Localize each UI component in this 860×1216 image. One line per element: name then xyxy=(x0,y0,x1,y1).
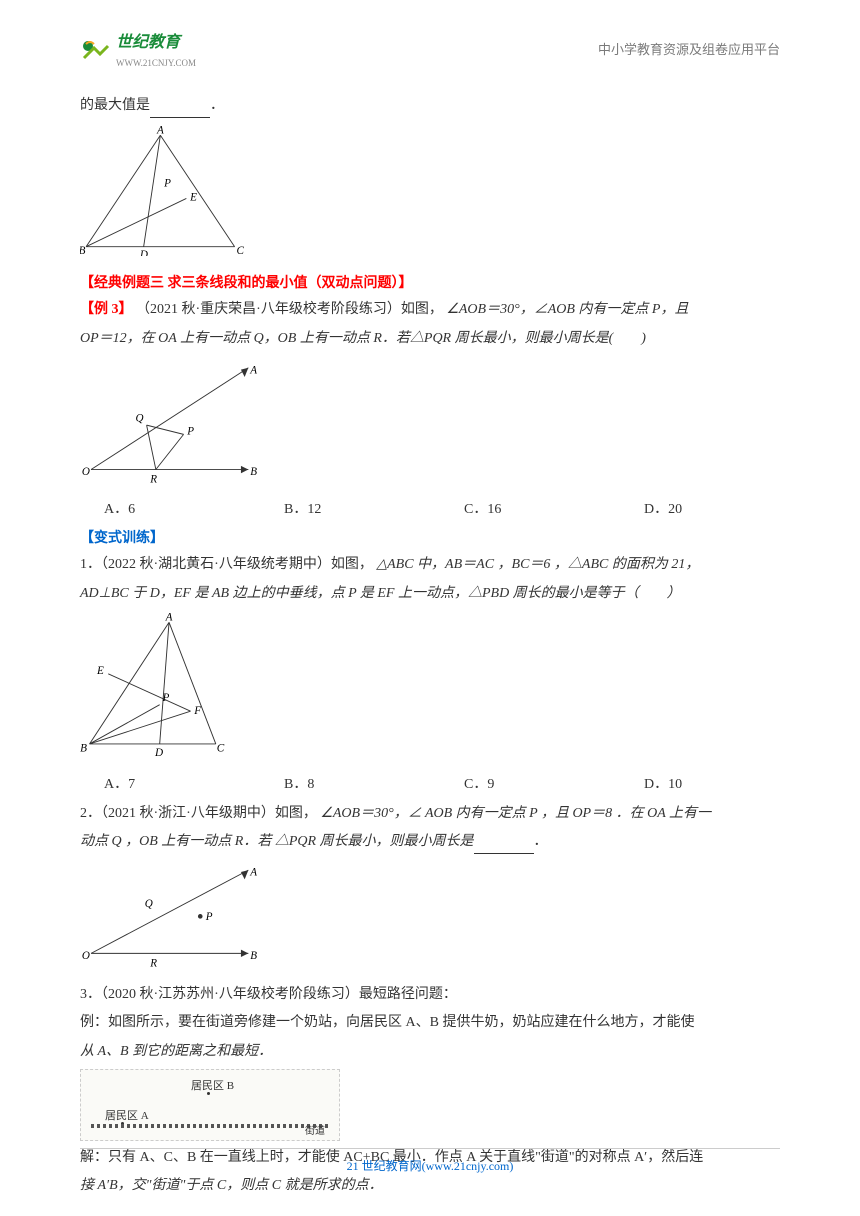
svg-text:E: E xyxy=(96,665,104,677)
svg-text:P: P xyxy=(205,912,213,924)
document-body: 的最大值是 ． A B C D P E 【经典例题三 求三条线段和的最小值（双动… xyxy=(80,95,780,1198)
var-q3-sol2: 接 A′B，交"街道"于点 C，则点 C 就是所求的点． xyxy=(80,1175,780,1197)
svg-text:B: B xyxy=(250,950,257,962)
example-3-options: A．6 B．12 C．16 D．20 xyxy=(80,499,780,521)
var-q3-line1: 例：如图所示，要在街道旁修建一个奶站，向居民区 A、B 提供牛奶，奶站应建在什么… xyxy=(80,1012,780,1034)
var-q1-body2: AD⊥BC 于 D，EF 是 AB 边上的中垂线，点 P 是 EF 上一动点，△… xyxy=(80,583,780,605)
q1-option-b: B．8 xyxy=(284,774,364,796)
svg-text:P: P xyxy=(161,692,169,704)
svg-text:P: P xyxy=(163,178,171,190)
option-c: C．16 xyxy=(464,499,544,521)
svg-text:R: R xyxy=(149,958,157,968)
var-q1-source: 1．（2022 秋·湖北黄石·八年级统考期中）如图， xyxy=(80,557,373,572)
page-footer: 21 世纪教育网(www.21cnjy.com) xyxy=(80,1148,780,1176)
option-b: B．12 xyxy=(284,499,364,521)
street-label-b: 居民区 B xyxy=(191,1078,234,1096)
figure-2: O A B P Q R xyxy=(80,358,780,491)
variation-title: 【变式训练】 xyxy=(80,528,780,550)
example-3: 【例 3】 （2021 秋·重庆荣昌·八年级校考阶段练习）如图， ∠AOB＝30… xyxy=(80,299,780,321)
figure-3: A B C D E F P xyxy=(80,613,780,766)
svg-text:B: B xyxy=(80,246,86,257)
svg-text:D: D xyxy=(139,249,148,256)
svg-text:O: O xyxy=(82,950,90,962)
var-q1-line1: 1．（2022 秋·湖北黄石·八年级统考期中）如图， △ABC 中，AB＝AC … xyxy=(80,554,780,576)
svg-text:F: F xyxy=(193,705,201,717)
svg-text:A: A xyxy=(249,867,257,879)
var-q3-line2: 从 A、B 到它的距离之和最短． xyxy=(80,1041,780,1063)
svg-text:C: C xyxy=(237,246,245,257)
street-line xyxy=(91,1124,329,1128)
svg-text:Q: Q xyxy=(136,412,144,424)
q1-option-d: D．10 xyxy=(644,774,724,796)
street-label-a: 居民区 A xyxy=(105,1108,149,1126)
example-3-body2: OP＝12，在 OA 上有一动点 Q，OB 上有一动点 R．若△PQR 周长最小… xyxy=(80,328,780,350)
var-q3-source: 3．（2020 秋·江苏苏州·八年级校考阶段练习）最短路径问题： xyxy=(80,984,780,1006)
svg-text:A: A xyxy=(165,613,173,623)
section-3-title: 【经典例题三 求三条线段和的最小值（双动点问题）】 xyxy=(80,273,780,295)
logo-domain: WWW.21CNJY.COM xyxy=(116,56,196,70)
svg-text:B: B xyxy=(250,466,257,478)
example-3-source: （2021 秋·重庆荣昌·八年级校考阶段练习）如图， xyxy=(136,302,443,317)
q1-option-a: A．7 xyxy=(104,774,184,796)
svg-text:R: R xyxy=(149,473,157,483)
svg-text:B: B xyxy=(80,742,87,754)
var-q2-line1: 2．（2021 秋·浙江·八年级期中）如图， ∠AOB＝30°，∠ AOB 内有… xyxy=(80,803,780,825)
var-q1-options: A．7 B．8 C．9 D．10 xyxy=(80,774,780,796)
var-q2-blank xyxy=(474,831,534,854)
option-d: D．20 xyxy=(644,499,724,521)
option-a: A．6 xyxy=(104,499,184,521)
street-diagram: 居民区 B 居民区 A 街道 xyxy=(80,1069,340,1141)
example-3-body1: ∠AOB＝30°，∠AOB 内有一定点 P，且 xyxy=(446,302,688,317)
intro-line: 的最大值是 ． xyxy=(80,95,780,118)
svg-text:E: E xyxy=(189,192,197,204)
var-q1-body1: △ABC 中，AB＝AC ，BC＝6 ，△ABC 的面积为 21， xyxy=(376,557,699,572)
var-q2-source: 2．（2021 秋·浙江·八年级期中）如图， xyxy=(80,806,317,821)
street-label-road: 街道 xyxy=(305,1124,325,1140)
var-q2-body2: 动点 Q ，OB 上有一动点 R．若 △PQR 周长最小，则最小周长是 xyxy=(80,834,474,849)
page-header: 世纪教育 WWW.21CNJY.COM 中小学教育资源及组卷应用平台 xyxy=(80,30,780,70)
header-right-text: 中小学教育资源及组卷应用平台 xyxy=(598,40,780,61)
intro-prefix: 的最大值是 xyxy=(80,98,150,113)
logo-text: 世纪教育 xyxy=(116,30,196,56)
logo: 世纪教育 WWW.21CNJY.COM xyxy=(80,30,196,70)
var-q2-body1: ∠AOB＝30°，∠ AOB 内有一定点 P ，且 OP＝8 ．在 OA 上有一 xyxy=(320,806,711,821)
svg-text:O: O xyxy=(82,466,90,478)
logo-text-wrap: 世纪教育 WWW.21CNJY.COM xyxy=(116,30,196,70)
svg-text:C: C xyxy=(217,742,225,754)
example-3-label: 【例 3】 xyxy=(80,302,133,317)
logo-icon xyxy=(80,38,112,62)
var-q2-line2: 动点 Q ，OB 上有一动点 R．若 △PQR 周长最小，则最小周长是 ． xyxy=(80,831,780,854)
figure-1: A B C D P E xyxy=(80,126,780,264)
svg-text:P: P xyxy=(186,425,194,437)
svg-text:Q: Q xyxy=(145,899,153,911)
figure-4: O A B P Q R xyxy=(80,862,780,975)
svg-text:D: D xyxy=(154,747,163,758)
svg-text:A: A xyxy=(249,364,257,376)
q1-option-c: C．9 xyxy=(464,774,544,796)
intro-blank xyxy=(150,95,210,118)
svg-text:A: A xyxy=(156,126,164,136)
